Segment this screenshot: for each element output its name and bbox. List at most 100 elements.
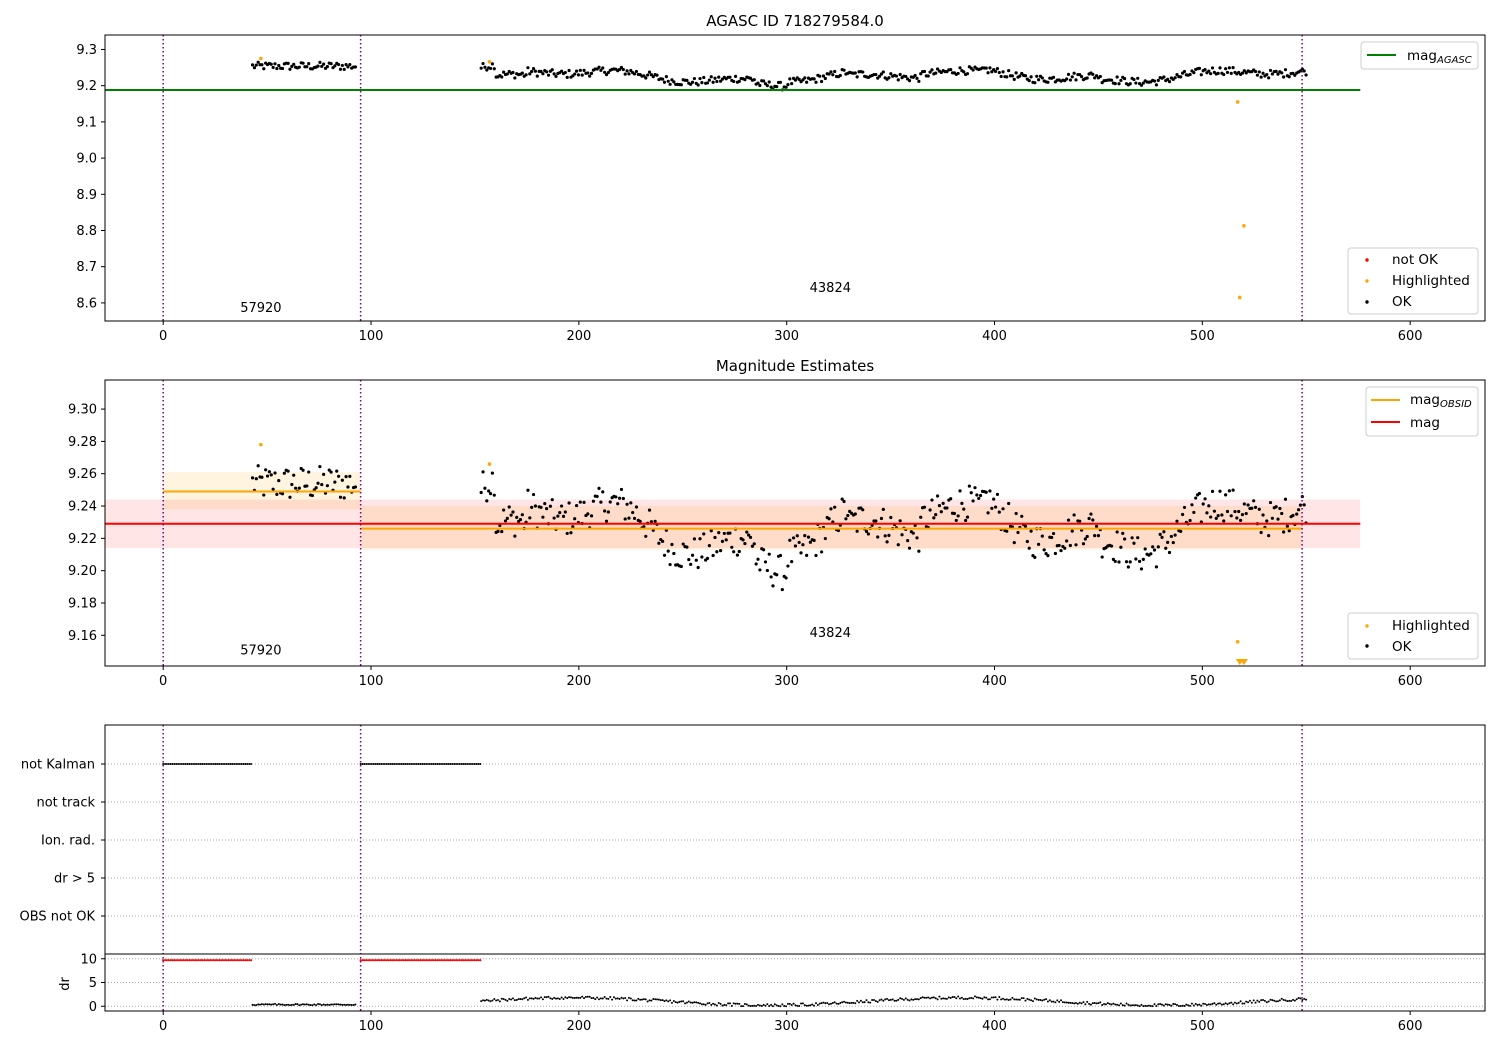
dr-point: [990, 996, 993, 999]
ok-point: [267, 470, 271, 474]
dr-notok-point: [361, 959, 364, 962]
dr-point: [945, 997, 948, 1000]
ok-point: [1203, 67, 1207, 72]
ok-point: [346, 485, 350, 489]
flag-point: [173, 763, 176, 765]
ok-point: [1025, 539, 1029, 544]
dr-notok-point: [205, 959, 208, 962]
dr-point: [642, 998, 645, 1001]
dr-point: [564, 996, 567, 999]
flag-point: [385, 763, 388, 765]
dr-point: [915, 998, 918, 1001]
dr-point: [1219, 1002, 1222, 1005]
dr-point: [839, 1002, 842, 1005]
dr-point: [1288, 999, 1291, 1002]
dr-notok-point: [447, 959, 450, 962]
obsid-label: 43824: [810, 626, 851, 641]
dr-point: [960, 996, 963, 999]
dr-point: [985, 996, 988, 999]
ok-point: [1012, 77, 1016, 81]
ok-point: [1065, 77, 1069, 81]
dr-point: [856, 999, 859, 1002]
dr-point: [298, 1004, 301, 1007]
dr-point: [1205, 1004, 1208, 1007]
dr-point: [1164, 1003, 1167, 1006]
dr-point: [843, 1000, 846, 1003]
dr-point: [264, 1003, 267, 1006]
ok-point: [952, 511, 957, 516]
dr-point: [1297, 997, 1300, 1000]
ok-point: [778, 553, 783, 558]
dr-point: [959, 997, 962, 1000]
dr-notok-point: [167, 959, 170, 962]
ok-point: [578, 500, 582, 504]
dr-notok-point: [398, 959, 402, 962]
ok-point: [1267, 534, 1271, 538]
ok-point: [844, 517, 848, 521]
dr-point: [1119, 1002, 1122, 1005]
dr-notok-point: [240, 959, 243, 962]
ok-point: [550, 498, 554, 502]
dr-notok-point: [175, 959, 178, 962]
y-tick-label: 8.6: [76, 296, 97, 311]
dr-point: [835, 1002, 838, 1005]
ok-point: [670, 78, 674, 82]
ok-point: [758, 83, 762, 88]
panel-agasc: AGASC ID 718279584.0 57920 43824 8.6 8.7 8.…: [76, 12, 1486, 344]
dr-point: [699, 1002, 702, 1005]
dr-point: [1017, 998, 1020, 1001]
dr-notok-point: [469, 959, 473, 962]
flag-point: [417, 763, 420, 765]
x-tick-label: 0: [159, 1019, 167, 1034]
dr-point: [665, 999, 668, 1002]
dr-point: [519, 997, 522, 1000]
ok-point: [646, 73, 650, 77]
ok-point: [546, 73, 551, 77]
dr-point: [489, 1000, 492, 1003]
ok-point: [818, 74, 822, 78]
ok-point: [1001, 70, 1005, 74]
dr-point: [682, 1000, 685, 1003]
dr-point: [818, 1002, 821, 1005]
dr-notok-point: [410, 959, 413, 962]
ok-point: [1081, 542, 1086, 546]
ok-point: [307, 61, 311, 66]
ok-point: [1149, 552, 1153, 556]
dr-point: [736, 1002, 739, 1005]
ok-point: [661, 77, 665, 81]
ok-point: [917, 79, 921, 83]
y-tick-label: 9.16: [68, 629, 97, 644]
ok-point: [1298, 503, 1303, 507]
ok-point: [1132, 541, 1136, 545]
ok-point: [573, 72, 577, 76]
ok-point: [956, 71, 960, 76]
ok-point: [803, 534, 807, 538]
dr-point: [579, 996, 582, 999]
dr-point: [1204, 1003, 1207, 1006]
dr-point: [1273, 999, 1276, 1002]
highlighted-point: [259, 442, 263, 447]
flag-point: [201, 763, 204, 765]
ok-point: [984, 490, 988, 494]
ok-point: [743, 78, 747, 82]
ok-point: [280, 66, 285, 71]
dr-point: [290, 1003, 293, 1006]
ok-point: [775, 573, 779, 577]
ok-point: [545, 70, 549, 74]
ok-point: [1089, 512, 1093, 516]
dr-point: [901, 997, 904, 1000]
dr-point: [318, 1003, 321, 1006]
ok-point: [329, 470, 333, 474]
ok-point: [879, 72, 884, 76]
dr-point: [568, 996, 571, 999]
ok-point: [1267, 76, 1271, 80]
ok-point: [1224, 493, 1228, 497]
dr-point: [908, 999, 911, 1002]
ok-point: [563, 510, 567, 514]
ok-point: [539, 505, 543, 510]
dr-point: [281, 1003, 284, 1006]
ok-point: [638, 519, 642, 524]
ok-point: [894, 74, 899, 78]
ok-point: [1139, 83, 1144, 87]
flag-point: [246, 763, 249, 765]
